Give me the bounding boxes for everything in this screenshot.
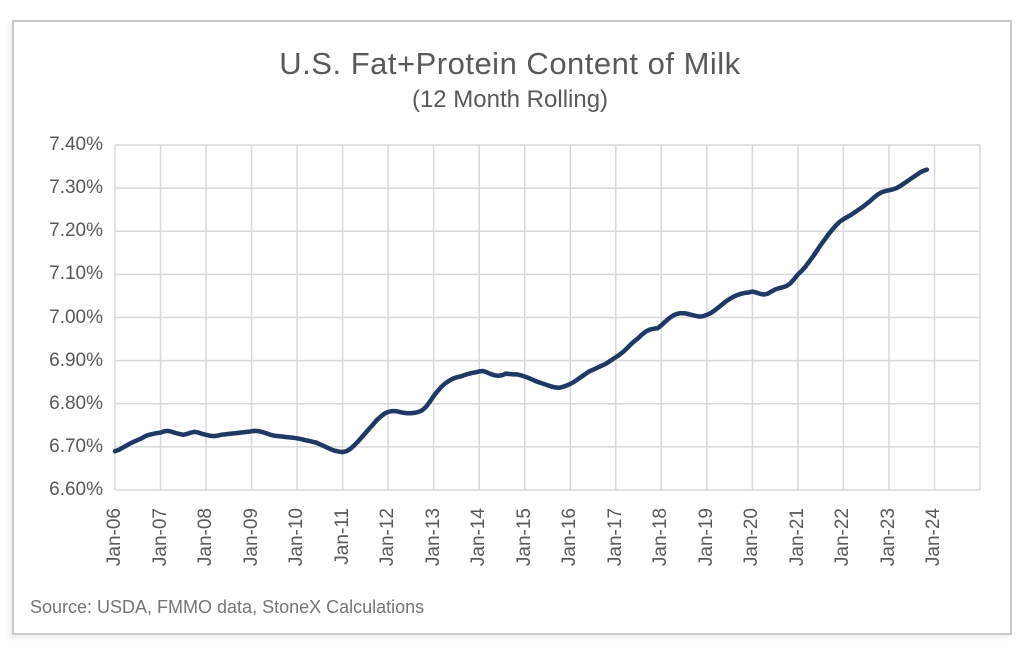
y-tick-label: 7.40%	[49, 134, 103, 155]
x-tick-label: Jan-15	[513, 508, 535, 567]
x-tick-label: Jan-16	[559, 508, 581, 567]
x-tick-label: Jan-21	[786, 508, 808, 567]
x-tick-label: Jan-22	[832, 508, 854, 567]
x-tick-label: Jan-20	[741, 508, 763, 567]
chart-line	[112, 167, 930, 455]
x-tick-label: Jan-12	[377, 508, 399, 567]
x-tick-label: Jan-14	[468, 508, 490, 567]
plot-area	[112, 144, 981, 491]
x-tick-label: Jan-07	[149, 508, 171, 567]
y-tick-label: 7.30%	[49, 177, 103, 199]
y-tick-label: 7.00%	[49, 306, 103, 328]
chart-title: U.S. Fat+Protein Content of Milk	[279, 46, 741, 81]
x-tick-label: Jan-24	[923, 508, 945, 567]
y-tick-label: 7.10%	[49, 263, 103, 285]
chart-subtitle: (12 Month Rolling)	[411, 86, 609, 113]
y-tick-label: 6.60%	[49, 479, 103, 500]
x-tick-label: Jan-18	[650, 508, 672, 567]
y-tick-label: 7.20%	[49, 220, 103, 242]
x-tick-label: Jan-08	[195, 508, 217, 567]
x-tick-label: Jan-19	[695, 508, 717, 567]
y-tick-label: 6.70%	[49, 435, 103, 457]
x-tick-label: Jan-09	[240, 508, 262, 567]
chart-frame	[12, 20, 1012, 635]
x-tick-label: Jan-06	[104, 508, 125, 567]
y-tick-label: 6.90%	[49, 349, 103, 371]
source-text: Source: USDA, FMMO data, StoneX Calculat…	[30, 597, 425, 617]
x-tick-label: Jan-13	[422, 508, 444, 567]
x-tick-label: Jan-17	[604, 508, 626, 567]
x-tick-label: Jan-10	[286, 508, 308, 567]
y-tick-label: 6.80%	[49, 392, 103, 414]
x-tick-label: Jan-23	[877, 508, 899, 567]
gridlines	[114, 144, 981, 491]
x-tick-label: Jan-11	[331, 508, 353, 565]
